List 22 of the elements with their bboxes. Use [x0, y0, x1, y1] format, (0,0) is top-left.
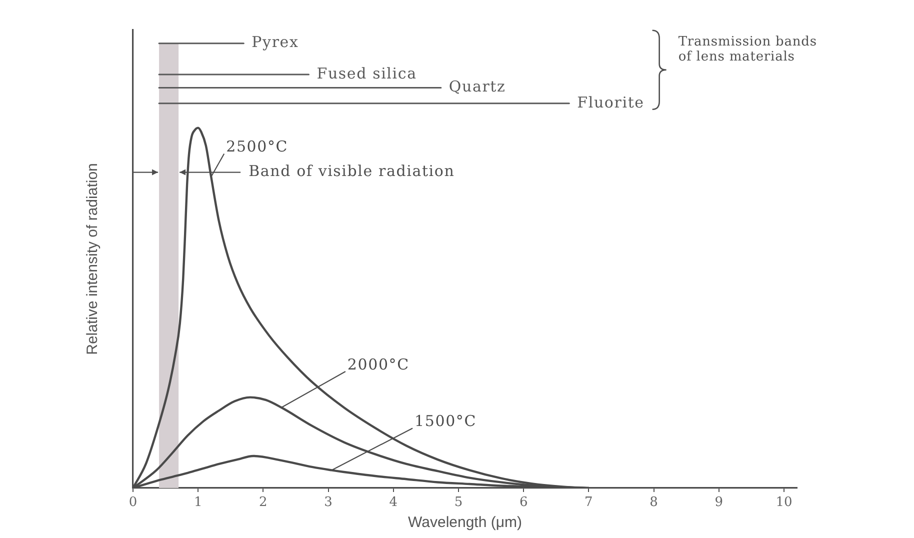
x-tick-label: 5: [454, 495, 463, 510]
x-tick-label: 0: [128, 495, 138, 510]
x-tick-label: 3: [324, 495, 332, 510]
series-label: Quartz: [448, 78, 506, 96]
series-label: 2500°C: [226, 138, 288, 156]
y-axis-title: Relative intensity of radiation: [84, 163, 102, 355]
text: 1500°C: [414, 412, 476, 430]
x-tick-label: 10: [776, 495, 792, 510]
x-tick-label: 6: [519, 495, 528, 510]
x-tick-label: 9: [714, 495, 724, 510]
annotation: Transmission bands of lens materials: [678, 34, 817, 65]
band-label: Band of visible radiation: [248, 162, 455, 180]
x-tick-label: 2: [259, 495, 268, 510]
series-label: Fluorite: [577, 93, 644, 112]
series-label: Pyrex: [252, 33, 299, 52]
x-tick-label: 4: [389, 495, 398, 510]
x-axis-title: Wavelength (μm): [408, 514, 522, 532]
text: 2000°C: [347, 355, 410, 374]
x-tick-label: 8: [650, 495, 658, 510]
x-tick-label: 1: [194, 495, 202, 510]
x-tick-label: 7: [584, 495, 593, 510]
series-label: Fused silica: [316, 64, 417, 82]
